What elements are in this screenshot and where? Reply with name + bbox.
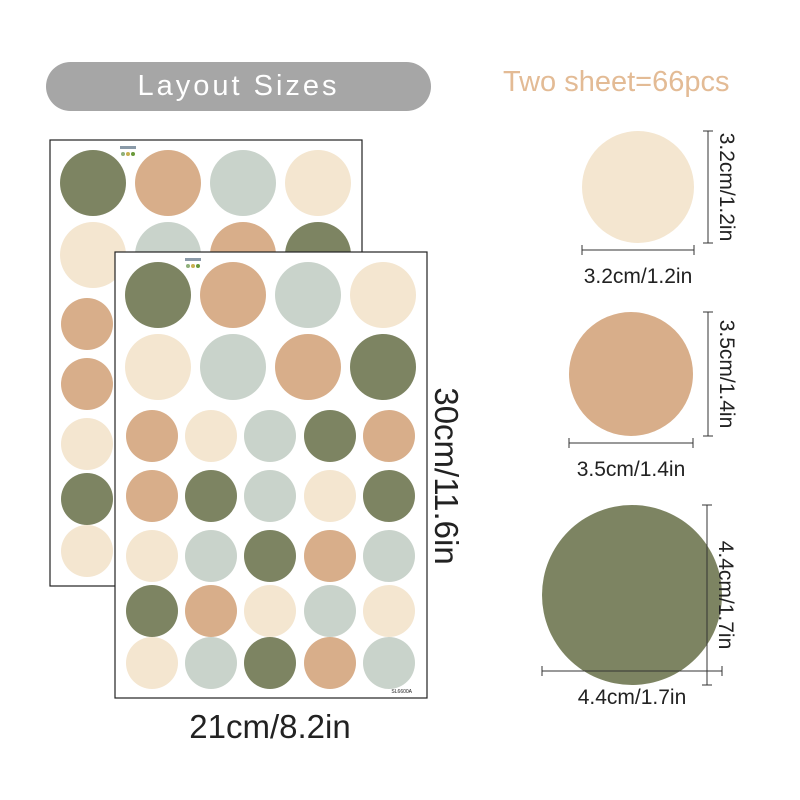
sticker-dot-small (126, 410, 178, 462)
sticker-dot-large (125, 334, 191, 400)
size-width-label: 4.4cm/1.7in (578, 686, 687, 709)
sticker-dot-small (61, 525, 113, 577)
sticker-dot-small (363, 530, 415, 582)
logo-dot (191, 264, 195, 268)
model-code: SL6600A (391, 689, 412, 695)
sticker-dot-small (126, 585, 178, 637)
logo-dot (186, 264, 190, 268)
sticker-dot-large (125, 262, 191, 328)
sticker-dot-small (185, 470, 237, 522)
logo-dot (131, 152, 135, 156)
sticker-dot-large (285, 150, 351, 216)
size-width-label: 3.2cm/1.2in (584, 265, 693, 288)
sticker-dot-large (350, 262, 416, 328)
sticker-dot-small (244, 585, 296, 637)
sticker-dot-large (350, 334, 416, 400)
sticker-dot-small (185, 637, 237, 689)
sheet-height-label: 30cm/11.6in (428, 387, 465, 564)
sheet-width-label: 21cm/8.2in (189, 708, 350, 745)
sticker-dot-large (60, 150, 126, 216)
sticker-dot-large (275, 334, 341, 400)
size-sample-circle (582, 131, 694, 243)
sticker-dot-small (185, 585, 237, 637)
sticker-dot-small (61, 418, 113, 470)
sticker-dot-small (61, 473, 113, 525)
logo-dot (121, 152, 125, 156)
sticker-dot-large (275, 262, 341, 328)
sticker-dot-small (363, 585, 415, 637)
front-sheet (114, 251, 428, 699)
sticker-dot-small (244, 530, 296, 582)
sticker-dot-small (61, 298, 113, 350)
sticker-dot-small (185, 410, 237, 462)
logo-dot (126, 152, 130, 156)
sticker-dot-small (304, 410, 356, 462)
sticker-dot-large (60, 222, 126, 288)
sticker-dot-small (363, 410, 415, 462)
sticker-dot-small (185, 530, 237, 582)
sticker-dot-large (210, 150, 276, 216)
size-sample-circle (542, 505, 722, 685)
sticker-dot-small (363, 470, 415, 522)
sticker-dot-small (304, 470, 356, 522)
sticker-dot-small (304, 637, 356, 689)
sticker-dot-small (363, 637, 415, 689)
sticker-dot-large (200, 334, 266, 400)
sticker-dot-small (126, 470, 178, 522)
sticker-dot-large (200, 262, 266, 328)
sticker-dot-small (304, 585, 356, 637)
sticker-dot-small (244, 470, 296, 522)
brand-logo (120, 146, 136, 149)
sticker-dot-small (126, 530, 178, 582)
size-height-label: 4.4cm/1.7in (714, 541, 737, 650)
logo-dot (196, 264, 200, 268)
sticker-dot-small (126, 637, 178, 689)
sticker-dot-small (61, 358, 113, 410)
sticker-dot-small (304, 530, 356, 582)
size-sample-circle (569, 312, 693, 436)
layout-sizes-banner: Layout Sizes (46, 62, 431, 111)
size-height-label: 3.2cm/1.2in (715, 133, 738, 242)
size-height-label: 3.5cm/1.4in (715, 320, 738, 429)
size-samples: 3.2cm/1.2in 3.2cm/1.2in 3.5cm/1.4in 3.5cm/1… (541, 130, 738, 709)
pieces-count-note: Two sheet=66pcs (503, 66, 730, 98)
sticker-dot-large (135, 150, 201, 216)
size-width-label: 3.5cm/1.4in (577, 458, 686, 481)
sticker-dot-small (244, 637, 296, 689)
brand-logo (185, 258, 201, 261)
sticker-dot-small (244, 410, 296, 462)
